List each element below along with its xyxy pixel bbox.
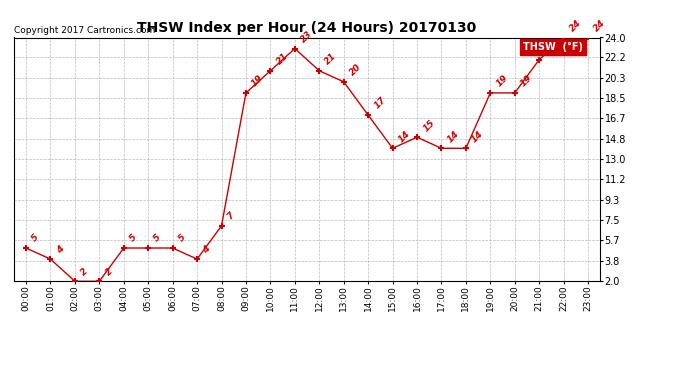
Text: 2: 2 (79, 266, 90, 277)
Text: 7: 7 (226, 211, 237, 222)
Text: 19: 19 (495, 74, 510, 89)
Text: 19: 19 (250, 74, 266, 89)
Text: 15: 15 (421, 118, 436, 133)
Text: 5: 5 (177, 233, 188, 244)
Text: 23: 23 (299, 29, 314, 44)
Text: 24: 24 (568, 18, 583, 33)
Title: THSW Index per Hour (24 Hours) 20170130: THSW Index per Hour (24 Hours) 20170130 (137, 21, 477, 35)
Text: 5: 5 (128, 233, 139, 244)
Text: 14: 14 (470, 129, 485, 144)
Text: 21: 21 (275, 51, 290, 67)
Text: 19: 19 (519, 74, 534, 89)
Text: 5: 5 (152, 233, 163, 244)
Text: Copyright 2017 Cartronics.com: Copyright 2017 Cartronics.com (14, 26, 155, 35)
Text: 4: 4 (55, 244, 66, 255)
Text: 17: 17 (373, 96, 388, 111)
Text: 22: 22 (543, 40, 559, 56)
Text: 4: 4 (201, 244, 212, 255)
Text: 14: 14 (446, 129, 461, 144)
Text: 5: 5 (30, 233, 41, 244)
Text: 14: 14 (397, 129, 412, 144)
Text: 24: 24 (592, 18, 607, 33)
Text: 20: 20 (348, 63, 363, 78)
Text: 21: 21 (324, 51, 339, 67)
Text: THSW  (°F): THSW (°F) (523, 42, 582, 52)
Text: 2: 2 (104, 266, 115, 277)
